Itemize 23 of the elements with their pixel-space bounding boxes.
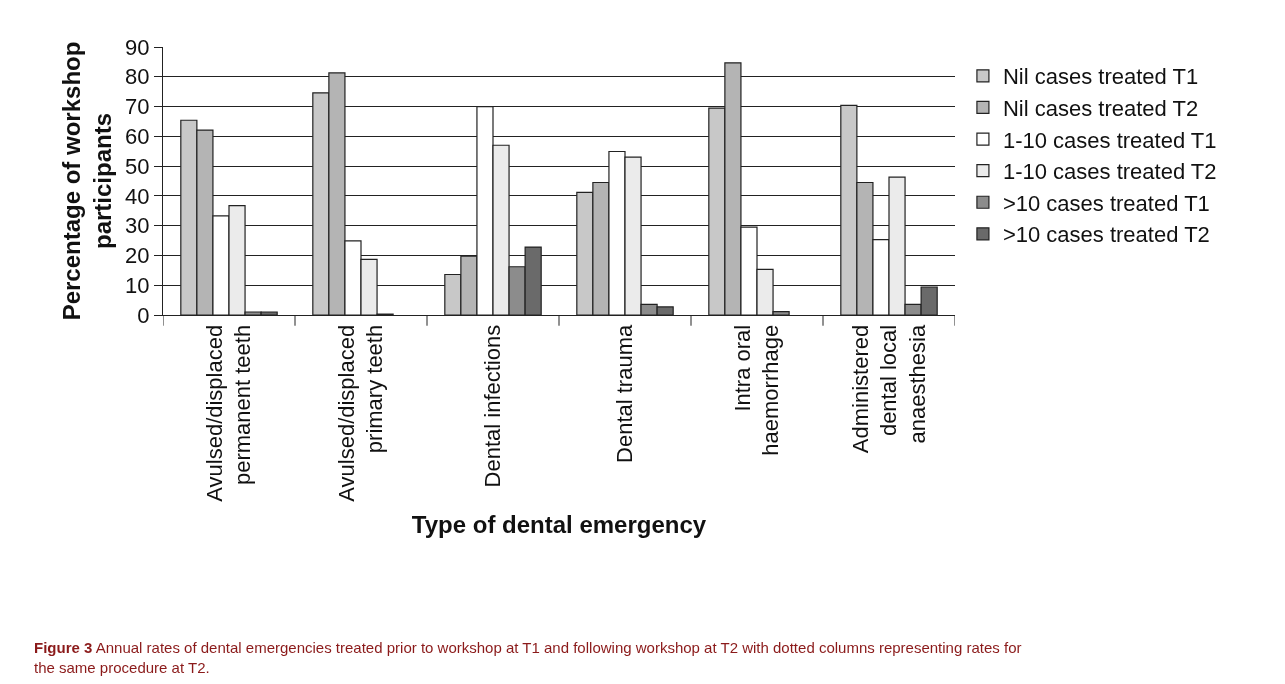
y-tick-label: 60 xyxy=(125,124,150,150)
y-tick-label: 80 xyxy=(125,64,150,90)
y-tick-label: 0 xyxy=(137,302,150,328)
legend-label: >10 cases treated T2 xyxy=(1002,222,1210,248)
x-tick-label: Dental trauma xyxy=(612,324,638,463)
y-tick-label: 40 xyxy=(125,183,150,209)
y-tick-label: 90 xyxy=(125,34,150,60)
y-tick-label: 70 xyxy=(125,94,150,120)
caption: Figure 3 Annual rates of dental emergencies treated prior to workshop at T1 and following workshop at T2 with dotted columns representing rates for the same procedure at T2. xyxy=(34,639,1022,676)
legend-label: >10 cases treated T1 xyxy=(1002,190,1210,216)
x-tick-label: Avulsed/displaced permanent teeth xyxy=(201,324,256,502)
legend-label: Nil cases treated T2 xyxy=(1002,96,1199,122)
x-axis-title: Type of dental emergency xyxy=(411,511,707,539)
x-tick-label: Intra oral haemorrhage xyxy=(729,324,784,456)
legend-label: 1-10 cases treated T1 xyxy=(1002,127,1217,153)
y-tick-label: 30 xyxy=(125,213,150,239)
y-tick-label: 50 xyxy=(125,153,150,179)
y-tick-label: 10 xyxy=(125,272,150,298)
y-tick-label: 20 xyxy=(125,243,150,269)
legend-label: 1-10 cases treated T2 xyxy=(1002,159,1217,185)
y-axis-title: Percentage of workshop participants xyxy=(58,41,117,321)
x-tick-label: Dental infections xyxy=(480,324,506,488)
legend-label: Nil cases treated T1 xyxy=(1002,64,1199,90)
